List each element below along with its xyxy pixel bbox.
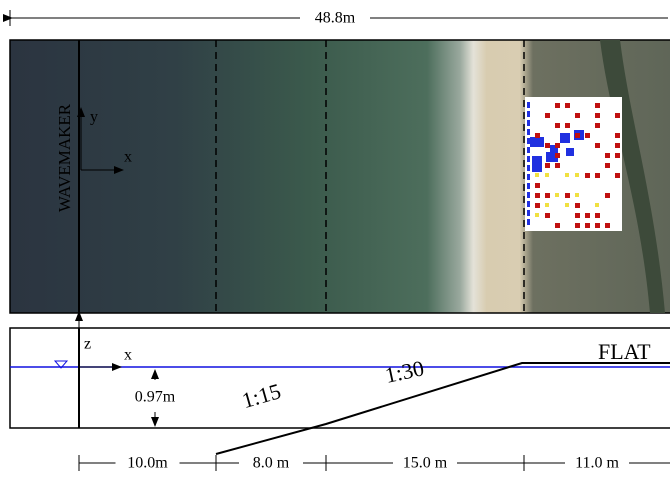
building (615, 173, 620, 178)
building (585, 173, 590, 178)
building (550, 145, 558, 153)
building (535, 203, 540, 208)
building (560, 133, 570, 143)
axis-label: x (124, 347, 132, 364)
axis-label: x (124, 149, 132, 166)
axis-label: z (84, 336, 91, 353)
building (595, 123, 600, 128)
building (532, 156, 542, 172)
building (527, 219, 530, 225)
building (527, 156, 530, 162)
building (605, 223, 610, 228)
building (585, 213, 590, 218)
profile-frame (9, 327, 670, 429)
building (527, 210, 530, 216)
bathymetry (215, 362, 670, 455)
building (585, 133, 590, 138)
building (595, 223, 600, 228)
building (615, 113, 620, 118)
building (555, 103, 560, 108)
building (545, 173, 549, 177)
building (535, 193, 540, 198)
building (555, 153, 560, 158)
dimension-label: 11.0 m (575, 455, 619, 472)
building (575, 133, 580, 138)
building (605, 193, 610, 198)
building (546, 152, 558, 162)
building (555, 223, 560, 228)
building (565, 193, 570, 198)
building (545, 203, 549, 207)
building (527, 165, 530, 171)
depth-label: 0.97m (135, 389, 176, 406)
building (527, 129, 530, 135)
total-length: 48.8m (315, 10, 356, 27)
building (565, 123, 570, 128)
building (555, 143, 560, 148)
dimension-label: 10.0m (127, 455, 168, 472)
building (595, 213, 600, 218)
building (605, 163, 610, 168)
dimension-label: 15.0 m (403, 455, 448, 472)
building (527, 192, 530, 198)
building (575, 193, 579, 197)
building (575, 203, 580, 208)
building (527, 174, 530, 180)
building (545, 193, 550, 198)
building (585, 223, 590, 228)
building (555, 193, 559, 197)
water-symbol (53, 360, 69, 369)
building (535, 133, 540, 138)
building (535, 183, 540, 188)
building (615, 153, 620, 158)
building (605, 153, 610, 158)
building (527, 120, 530, 126)
flat-label: FLAT (598, 339, 651, 364)
building (527, 111, 530, 117)
building (535, 213, 539, 217)
wavemaker-label: WAVEMAKER (55, 103, 74, 212)
building (565, 203, 569, 207)
building (575, 113, 580, 118)
building (545, 163, 550, 168)
building (595, 103, 600, 108)
building (545, 143, 550, 148)
building (615, 133, 620, 138)
building (595, 143, 600, 148)
dimension-row: 10.0m 8.0 m 15.0 m 11.0 m (78, 455, 670, 472)
building (615, 143, 620, 148)
building (527, 201, 530, 207)
building (575, 223, 580, 228)
building (565, 103, 570, 108)
building (555, 123, 560, 128)
building (530, 137, 544, 147)
building (545, 113, 550, 118)
building (575, 213, 580, 218)
building (545, 213, 550, 218)
building (555, 163, 560, 168)
building (527, 138, 530, 144)
building-map (527, 102, 620, 228)
building (527, 147, 530, 153)
building (527, 183, 530, 189)
building (575, 173, 579, 177)
axis-label: y (90, 109, 98, 126)
dimension-label: 8.0 m (253, 455, 290, 472)
building (527, 102, 530, 108)
building (535, 173, 539, 177)
building (566, 148, 574, 156)
building (595, 203, 599, 207)
building (595, 113, 600, 118)
building (595, 173, 600, 178)
building (565, 173, 569, 177)
